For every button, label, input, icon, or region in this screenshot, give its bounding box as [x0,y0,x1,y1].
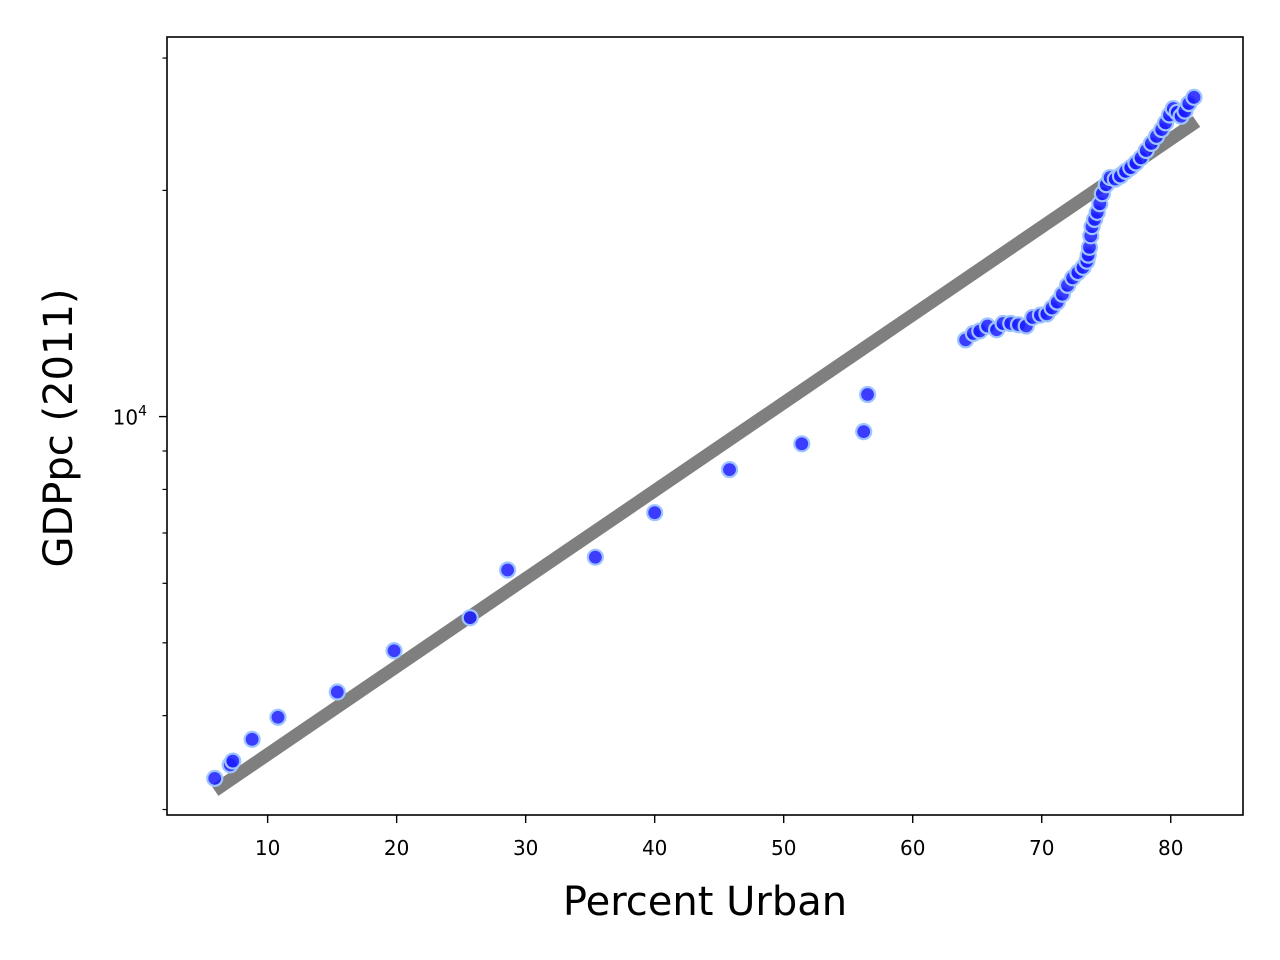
data-point [206,769,224,788]
y-axis-ticks: 104 [113,57,167,811]
data-point [269,708,287,726]
data-point [224,752,242,770]
y-axis-label: GDPpc (2011) [36,288,82,567]
x-axis-ticks: 10 20 30 40 50 60 70 80 [255,815,1183,860]
x-tick-label: 30 [513,836,538,860]
data-point [243,730,261,748]
data-point [385,642,403,660]
y-tick-label: 104 [113,404,147,430]
x-tick-label: 50 [771,836,796,860]
x-tick-label: 40 [642,836,667,860]
x-tick-label: 80 [1158,836,1183,860]
x-axis-label: Percent Urban [563,879,847,925]
data-point [1185,88,1203,106]
data-point [855,423,873,441]
data-point [793,435,811,453]
fit-line [211,116,1201,796]
x-tick-label: 70 [1029,836,1054,860]
plot-area [206,88,1203,796]
data-point [858,385,877,404]
data-point [586,548,604,566]
x-tick-label: 60 [900,836,925,860]
data-point [646,504,664,522]
x-tick-label: 10 [255,836,280,860]
data-point [461,609,479,627]
x-tick-label: 20 [384,836,409,860]
plot-frame [166,36,1244,816]
data-point [328,683,346,701]
data-point [499,561,517,579]
data-point [720,461,739,479]
